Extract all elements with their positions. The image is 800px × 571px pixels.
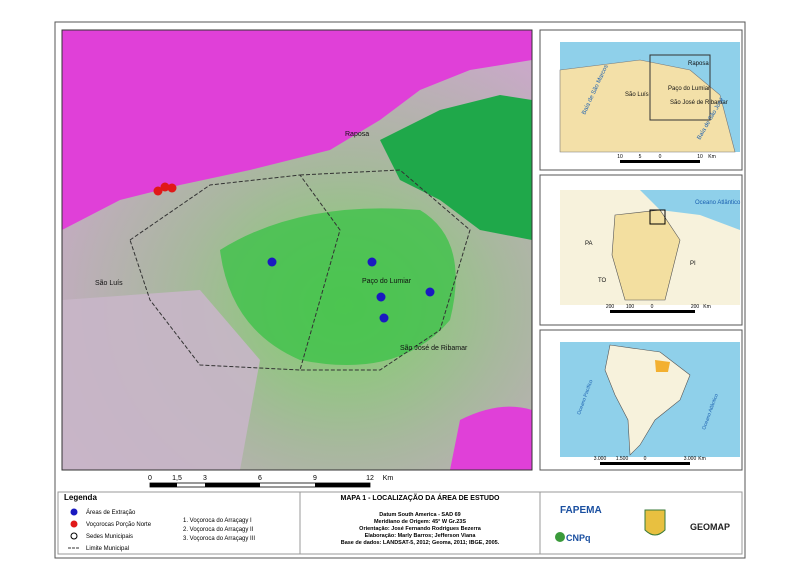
extraction-point bbox=[367, 257, 377, 267]
scale-bar bbox=[610, 310, 695, 313]
inset-label: Raposa bbox=[688, 61, 709, 67]
map-frame bbox=[61, 29, 533, 471]
scale-label: Km bbox=[703, 304, 711, 310]
inset-label: PA bbox=[585, 241, 593, 247]
info-line: Datum South America - SAD 69 bbox=[379, 512, 460, 518]
logo-icon bbox=[555, 532, 565, 542]
logos: FAPEMA CNPq GEOMAP bbox=[539, 491, 743, 555]
scale-label: 1,5 bbox=[172, 475, 182, 482]
gully-point bbox=[167, 183, 177, 193]
scale-label: 200 bbox=[691, 304, 700, 310]
logo-crest bbox=[644, 509, 666, 536]
inset-label: Oceano Atlântico bbox=[695, 200, 741, 206]
extraction-point bbox=[267, 257, 277, 267]
urban bbox=[62, 290, 260, 470]
scale-label: Km bbox=[708, 154, 716, 160]
legend-title: Legenda bbox=[64, 493, 97, 502]
gully-point bbox=[160, 182, 170, 192]
inset-label: PI bbox=[690, 261, 696, 267]
scale-bar bbox=[600, 462, 690, 465]
scale-label: 0 bbox=[644, 456, 647, 462]
legend-note: 1. Voçoroca do Arraçagy I bbox=[183, 518, 252, 524]
scale-bar bbox=[620, 160, 700, 163]
place-label: São José de Ribamar bbox=[400, 345, 468, 352]
inset-land bbox=[559, 59, 736, 153]
legend-frame bbox=[57, 491, 301, 555]
outer-frame bbox=[54, 21, 746, 559]
extraction-point bbox=[425, 287, 435, 297]
legend-swatch bbox=[70, 520, 78, 528]
extraction-point bbox=[379, 313, 389, 323]
scale-bar: 0 1,5 3 6 9 12 Km bbox=[148, 475, 394, 488]
inset-label: São José de Ribamar bbox=[670, 100, 728, 106]
place-label: São Luís bbox=[95, 280, 123, 287]
study-box bbox=[649, 54, 711, 121]
scale-label: Km bbox=[383, 475, 394, 482]
logo-fapema: FAPEMA bbox=[560, 505, 602, 516]
scale-label: Km bbox=[698, 456, 706, 462]
gully-point bbox=[153, 186, 163, 196]
legend-item: Limite Municipal bbox=[86, 546, 129, 552]
legend-note: 2. Voçoroca do Arraçagy II bbox=[183, 527, 254, 533]
scale-label: 10 bbox=[697, 154, 703, 160]
scale-label: 0 bbox=[148, 475, 152, 482]
scale-label: 9 bbox=[313, 475, 317, 482]
scale-label: 0 bbox=[651, 304, 654, 310]
extraction-areas bbox=[267, 257, 435, 323]
bay bbox=[450, 406, 532, 470]
scale-seg bbox=[150, 483, 177, 487]
main-map: São Luís Paço do Lumiar Raposa São José … bbox=[61, 29, 533, 488]
scale-label: 3.000 bbox=[594, 456, 607, 462]
legend-note: 3. Voçoroca do Arraçagy III bbox=[183, 536, 255, 542]
place-label: Paço do Lumiar bbox=[362, 278, 412, 285]
scale-label: 3 bbox=[203, 475, 207, 482]
title-frame bbox=[299, 491, 541, 555]
title-block: MAPA 1 - LOCALIZAÇÃO DA ÁREA DE ESTUDO D… bbox=[299, 491, 541, 555]
logo-cnpq: CNPq bbox=[566, 533, 591, 543]
study-box bbox=[649, 209, 666, 225]
scale-label: 1.500 bbox=[616, 456, 629, 462]
inset-state: Oceano Atlântico PA TO PI 200 100 0 200 Km bbox=[539, 174, 743, 326]
scale-label: 200 bbox=[606, 304, 615, 310]
scale-label: 12 bbox=[366, 475, 374, 482]
inset-label: TO bbox=[598, 278, 607, 284]
inset-sea bbox=[640, 190, 740, 230]
scale-label: 3.000 bbox=[684, 456, 697, 462]
scale-label: 0 bbox=[659, 154, 662, 160]
legend-item: Voçorocas Porção Norte bbox=[86, 522, 152, 528]
legend-item: Áreas de Extração bbox=[86, 509, 136, 516]
south-america bbox=[604, 344, 691, 456]
info-line: Meridiano de Origem: 45° W Gr.23S bbox=[374, 519, 466, 525]
vegetation bbox=[220, 208, 456, 365]
legend-swatch bbox=[70, 532, 78, 540]
legend-swatch bbox=[70, 508, 78, 516]
inset-regional: Raposa Paço do Lumiar São Luís São José … bbox=[539, 29, 743, 171]
scale-label: 5 bbox=[639, 154, 642, 160]
legend-item: Sedes Municipais bbox=[86, 534, 133, 540]
logos-frame bbox=[539, 491, 743, 555]
inset-continent: Oceano Pacífico Oceano Atlântico 3.000 1.… bbox=[539, 329, 743, 471]
place-label: Raposa bbox=[345, 131, 369, 138]
gullies bbox=[153, 182, 177, 196]
logo-geomap: GEOMAP bbox=[690, 522, 730, 532]
scale-label: 6 bbox=[258, 475, 262, 482]
scale-label: 100 bbox=[626, 304, 635, 310]
state-highlight bbox=[655, 360, 670, 372]
inset-label: São Luís bbox=[625, 92, 649, 98]
scale-seg bbox=[315, 483, 370, 487]
legend: Legenda Áreas de Extração Voçorocas Porç… bbox=[57, 491, 301, 555]
place-labels: São Luís Paço do Lumiar Raposa São José … bbox=[95, 131, 468, 352]
scale-seg bbox=[205, 483, 260, 487]
extraction-point bbox=[376, 292, 386, 302]
map-title: MAPA 1 - LOCALIZAÇÃO DA ÁREA DE ESTUDO bbox=[341, 493, 500, 502]
scale-label: 10 bbox=[617, 154, 623, 160]
info-line: Elaboração: Marly Barros; Jefferson Vian… bbox=[365, 533, 477, 539]
info-line: Base de dados: LANDSAT-5, 2012; Geoma, 2… bbox=[341, 540, 500, 546]
info-line: Orientação: José Fernando Rodrigues Beze… bbox=[359, 526, 482, 532]
inset-label: Paço do Lumiar bbox=[668, 86, 710, 92]
mangrove bbox=[380, 95, 532, 240]
